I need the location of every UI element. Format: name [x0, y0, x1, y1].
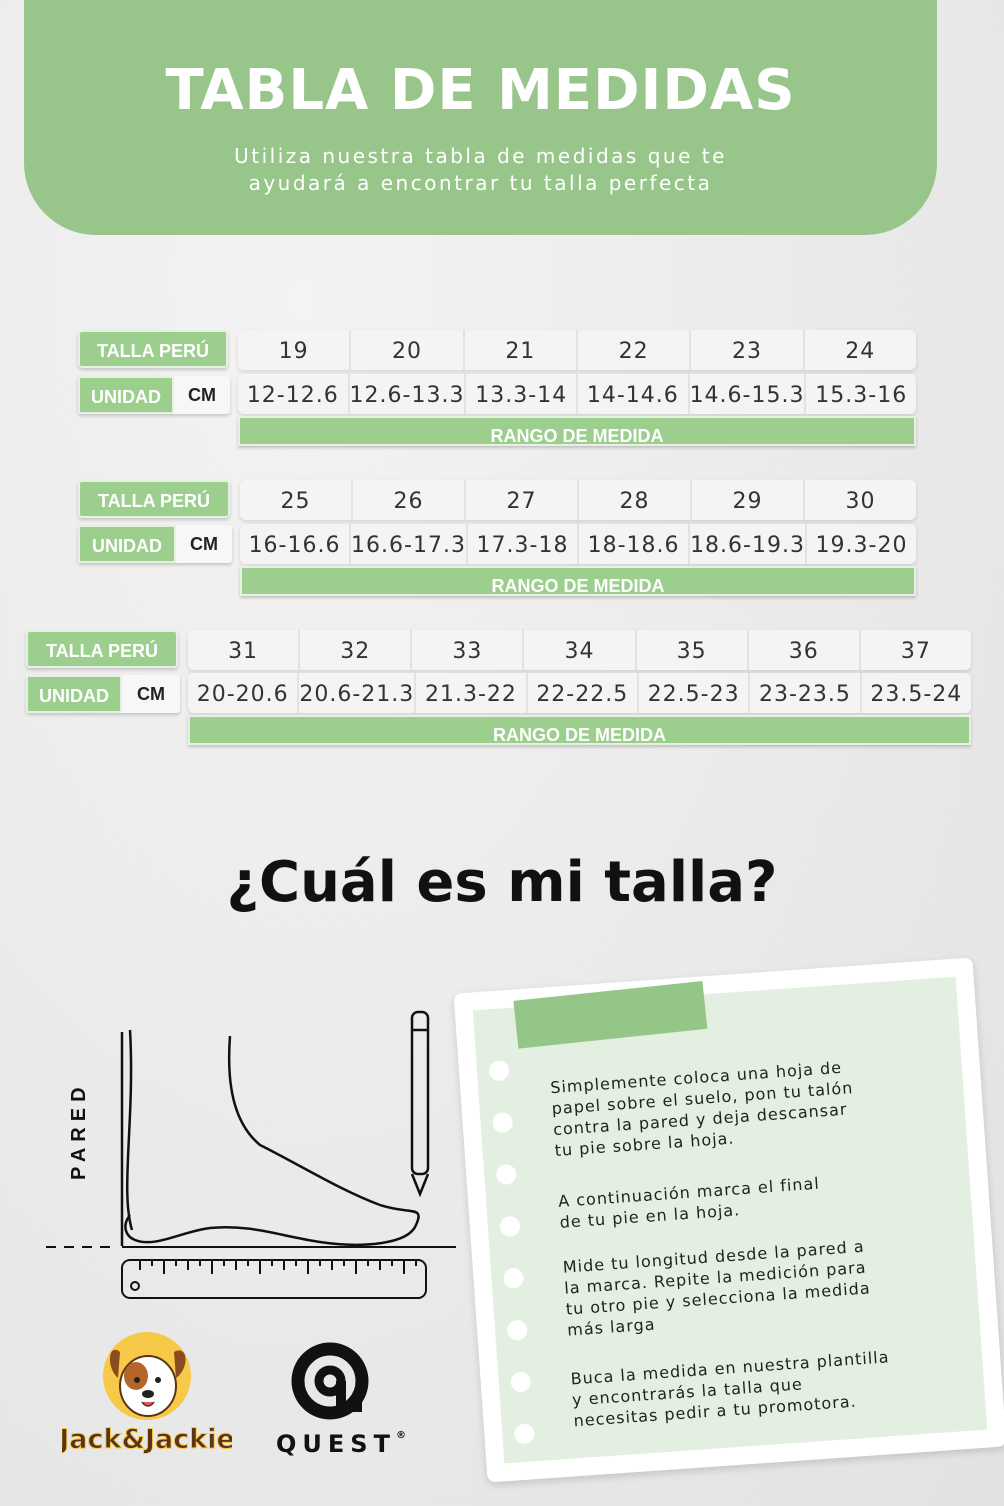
size-cell: 28 [579, 480, 692, 520]
range-cell: 13.3-14 [466, 374, 579, 414]
size-cell: 24 [845, 339, 876, 364]
size-cell: 30 [845, 489, 876, 514]
size-cell: 20 [351, 330, 465, 370]
cm-label: CM [137, 684, 165, 704]
jack-jackie-logo: Jack&Jackie [62, 1332, 232, 1456]
registered-mark: ® [395, 1430, 406, 1441]
range-cell: 21.3-22 [416, 673, 528, 713]
page-subtitle: Utiliza nuestra tabla de medidas que te … [24, 143, 937, 197]
sizes-row: 25 26 27 28 29 30 [240, 480, 916, 520]
instructions-note: Simplemente coloca una hoja de papel sob… [453, 957, 1004, 1483]
size-cell: 35 [637, 630, 749, 670]
range-cell: 14-14.6 [578, 374, 690, 414]
foot-outline-icon [124, 1035, 420, 1246]
size-cell: 37 [900, 639, 931, 664]
talla-label: TALLA PERÚ [26, 630, 178, 668]
size-cell: 32 [300, 630, 413, 670]
range-cell: 18-18.6 [579, 524, 691, 564]
unidad-label: UNIDAD [78, 376, 174, 414]
size-cell: 27 [466, 480, 579, 520]
range-cell: 22-22.5 [528, 673, 639, 713]
size-cell: 25 [240, 480, 353, 520]
subtitle-line-1: Utiliza nuestra tabla de medidas que te [234, 144, 727, 168]
ranges-row: 20-20.6 20.6-21.3 21.3-22 22-22.5 22.5-2… [188, 673, 971, 713]
ruler-icon [121, 1259, 427, 1299]
size-cell: 19 [238, 330, 352, 370]
brand1-text: Jack&Jackie [62, 1424, 232, 1455]
size-cell: 21 [465, 330, 578, 370]
size-cell: 31 [188, 630, 301, 670]
sizes-row: 31 32 33 34 35 36 37 [188, 630, 971, 670]
size-cell: 26 [353, 480, 466, 520]
range-bar: RANGO DE MEDIDA [188, 715, 971, 745]
ranges-row: 16-16.6 16.6-17.3 17.3-18 18-18.6 18.6-1… [240, 524, 916, 564]
range-cell: 16-16.6 [240, 524, 352, 564]
range-cell: 17.3-18 [468, 524, 580, 564]
size-cell: 23 [691, 330, 805, 370]
unit-label: UNIDAD CM [78, 376, 230, 414]
unit-label: UNIDAD CM [26, 675, 180, 713]
range-cell: 14.6-15.3 [690, 374, 807, 414]
cm-label: CM [188, 385, 216, 405]
quest-logo-icon [291, 1342, 369, 1420]
foot-measurement-illustration [46, 1010, 456, 1299]
unidad-label: UNIDAD [26, 675, 122, 713]
pencil-icon [410, 1010, 430, 1198]
page-title: TABLA DE MEDIDAS [165, 58, 796, 123]
range-cell: 22.5-23 [639, 673, 751, 713]
size-cell: 34 [524, 630, 637, 670]
range-cell: 19.3-20 [815, 533, 908, 558]
range-cell: 12-12.6 [238, 374, 350, 414]
size-cell: 33 [412, 630, 525, 670]
unidad-label: UNIDAD [78, 525, 176, 563]
unit-label: UNIDAD CM [78, 525, 232, 563]
wall-label: PARED [68, 1081, 90, 1180]
subtitle-line-2: ayudará a encontrar tu talla perfecta [248, 171, 713, 195]
ranges-row: 12-12.6 12.6-13.3 13.3-14 14-14.6 14.6-1… [238, 374, 916, 414]
range-cell: 23.5-24 [870, 682, 963, 707]
size-cell: 36 [749, 630, 861, 670]
range-bar: RANGO DE MEDIDA [238, 416, 916, 446]
size-cell: 22 [578, 330, 692, 370]
wall-lines [120, 1029, 134, 1246]
header-banner: TABLA DE MEDIDAS Utiliza nuestra tabla d… [24, 0, 937, 235]
talla-label: TALLA PERÚ [78, 330, 228, 368]
cm-label: CM [190, 534, 218, 554]
range-cell: 15.3-16 [815, 383, 908, 408]
range-bar: RANGO DE MEDIDA [240, 566, 916, 596]
brand2-wordmark: QUEST® [276, 1430, 406, 1458]
size-cell: 29 [692, 480, 805, 520]
sizes-row: 19 20 21 22 23 24 [238, 330, 916, 370]
range-cell: 16.6-17.3 [351, 524, 468, 564]
range-cell: 20.6-21.3 [299, 673, 417, 713]
range-cell: 12.6-13.3 [350, 374, 467, 414]
range-cell: 20-20.6 [188, 673, 300, 713]
talla-label: TALLA PERÚ [78, 480, 230, 518]
brand2-text: QUEST [276, 1430, 396, 1458]
size-question-heading: ¿Cuál es mi talla? [226, 850, 778, 915]
range-cell: 18.6-19.3 [690, 524, 807, 564]
range-cell: 23-23.5 [750, 673, 862, 713]
